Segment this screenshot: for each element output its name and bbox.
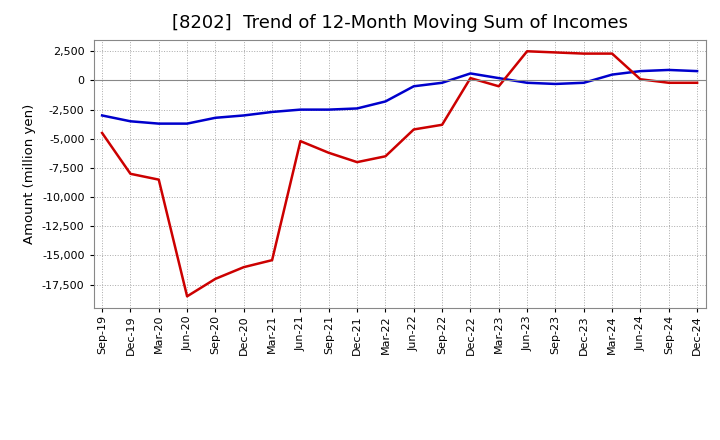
Ordinary Income bbox=[495, 76, 503, 81]
Net Income bbox=[551, 50, 559, 55]
Ordinary Income bbox=[353, 106, 361, 111]
Net Income bbox=[438, 122, 446, 128]
Ordinary Income bbox=[693, 69, 701, 74]
Net Income bbox=[240, 264, 248, 270]
Title: [8202]  Trend of 12-Month Moving Sum of Incomes: [8202] Trend of 12-Month Moving Sum of I… bbox=[171, 15, 628, 33]
Ordinary Income bbox=[466, 71, 474, 76]
Ordinary Income bbox=[410, 84, 418, 89]
Net Income bbox=[353, 159, 361, 165]
Net Income bbox=[580, 51, 588, 56]
Net Income bbox=[665, 80, 673, 85]
Net Income bbox=[693, 80, 701, 85]
Y-axis label: Amount (million yen): Amount (million yen) bbox=[23, 104, 37, 244]
Net Income bbox=[98, 130, 107, 136]
Net Income bbox=[381, 154, 390, 159]
Net Income bbox=[126, 171, 135, 176]
Ordinary Income bbox=[580, 80, 588, 85]
Ordinary Income bbox=[98, 113, 107, 118]
Net Income bbox=[183, 293, 192, 299]
Net Income bbox=[608, 51, 616, 56]
Ordinary Income bbox=[523, 80, 531, 85]
Line: Net Income: Net Income bbox=[102, 51, 697, 296]
Ordinary Income bbox=[636, 69, 644, 74]
Net Income bbox=[325, 150, 333, 155]
Ordinary Income bbox=[211, 115, 220, 121]
Ordinary Income bbox=[551, 81, 559, 87]
Ordinary Income bbox=[665, 67, 673, 73]
Net Income bbox=[523, 49, 531, 54]
Ordinary Income bbox=[155, 121, 163, 126]
Net Income bbox=[410, 127, 418, 132]
Ordinary Income bbox=[183, 121, 192, 126]
Net Income bbox=[268, 257, 276, 263]
Net Income bbox=[211, 276, 220, 282]
Net Income bbox=[636, 77, 644, 82]
Ordinary Income bbox=[268, 109, 276, 114]
Ordinary Income bbox=[325, 107, 333, 112]
Net Income bbox=[296, 139, 305, 144]
Ordinary Income bbox=[608, 72, 616, 77]
Net Income bbox=[495, 84, 503, 89]
Ordinary Income bbox=[126, 119, 135, 124]
Net Income bbox=[155, 177, 163, 182]
Line: Ordinary Income: Ordinary Income bbox=[102, 70, 697, 124]
Net Income bbox=[466, 76, 474, 81]
Ordinary Income bbox=[240, 113, 248, 118]
Ordinary Income bbox=[296, 107, 305, 112]
Ordinary Income bbox=[438, 80, 446, 85]
Ordinary Income bbox=[381, 99, 390, 104]
